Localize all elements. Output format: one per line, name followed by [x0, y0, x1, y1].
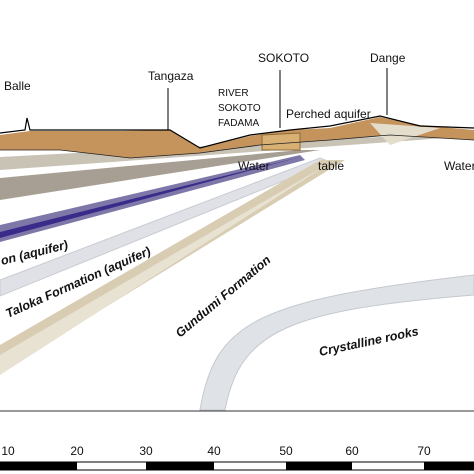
- stratum: [0, 132, 474, 170]
- scale-frame: [0, 461, 474, 471]
- stratum-aquifer: [0, 155, 305, 242]
- scale-label: 60: [345, 444, 359, 458]
- scale-label: 30: [139, 444, 153, 458]
- place-label: Tangaza: [148, 69, 194, 83]
- label: Water: [238, 159, 270, 173]
- place-label: SOKOTO: [218, 103, 261, 114]
- label: Water: [444, 159, 474, 173]
- scale-label: 20: [70, 444, 84, 458]
- scale-segment: [0, 462, 77, 470]
- stratum-aquifer-core: [0, 157, 300, 238]
- place-label: Dange: [370, 51, 406, 65]
- label: table: [318, 159, 344, 173]
- perched-aquifer: [370, 123, 440, 145]
- place-label: Perched aquifer: [286, 107, 371, 121]
- place-label: RIVER: [218, 88, 249, 99]
- formation-label: Crystalline rooks: [318, 324, 420, 359]
- surface-layer: [0, 117, 474, 158]
- scale-bar: [0, 461, 474, 471]
- ground-surface: [0, 115, 474, 149]
- stratum: [0, 163, 330, 375]
- place-label: FADAMA: [218, 118, 259, 129]
- scale-label: 70: [417, 444, 431, 458]
- stratum: [0, 150, 320, 200]
- scale-segment: [424, 462, 474, 470]
- scale-segment: [286, 462, 352, 470]
- scale-label: 40: [207, 444, 221, 458]
- scale-label: 50: [279, 444, 293, 458]
- basement-band: [199, 274, 474, 411]
- place-label: SOKOTO: [258, 51, 309, 65]
- scale-segment: [146, 462, 214, 470]
- water-table: [0, 134, 474, 159]
- fadama-deposit: [261, 132, 301, 151]
- scale-label: 10: [1, 444, 15, 458]
- place-label: Balle: [4, 79, 31, 93]
